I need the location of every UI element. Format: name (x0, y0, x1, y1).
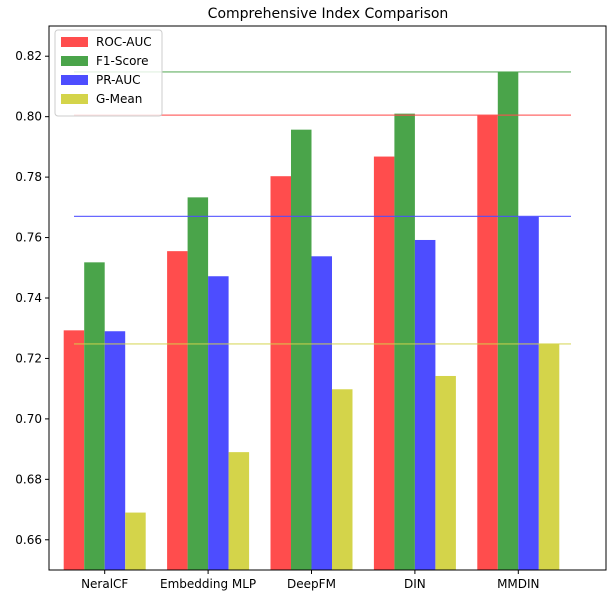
bar-roc-auc (477, 115, 498, 571)
legend-swatch (61, 94, 88, 104)
y-tick-label: 0.78 (15, 170, 42, 184)
y-tick-label: 0.70 (15, 412, 42, 426)
legend-label: ROC-AUC (96, 35, 152, 49)
x-tick-label: MMDIN (497, 577, 539, 591)
x-tick-label: Embedding MLP (160, 577, 256, 591)
bar-f1-score (497, 71, 519, 570)
y-tick-label: 0.82 (15, 49, 42, 63)
y-tick-label: 0.80 (15, 110, 42, 124)
legend-swatch (61, 56, 88, 66)
y-tick-label: 0.72 (15, 351, 42, 365)
plot-area: 0.66 0.68 0.70 0.72 0.74 0.76 0.78 0.80 0.82 Nera… (15, 25, 607, 591)
y-tick-label: 0.74 (15, 291, 42, 305)
legend-swatch (61, 37, 88, 47)
x-tick-label: NeralCF (81, 577, 128, 591)
bar-g-mean (538, 343, 560, 570)
x-tick-label: DIN (404, 577, 426, 591)
bar-roc-auc (167, 251, 188, 570)
bar-pr-auc (414, 239, 436, 570)
bar-pr-auc (104, 331, 126, 570)
y-tick-label: 0.68 (15, 472, 42, 486)
legend-label: F1-Score (96, 54, 148, 68)
bar-f1-score (84, 262, 105, 570)
bar-roc-auc (63, 330, 85, 570)
bar-f1-score (187, 197, 209, 571)
y-tick-label: 0.76 (15, 231, 42, 245)
y-tick-label: 0.66 (15, 533, 42, 547)
bar-g-mean (435, 375, 456, 570)
bar-roc-auc (270, 176, 291, 570)
bar-g-mean (332, 389, 353, 570)
bar-g-mean (125, 512, 146, 570)
x-tick-label: DeepFM (287, 577, 336, 591)
bar-pr-auc (208, 276, 229, 570)
bar-pr-auc (311, 256, 332, 570)
bar-pr-auc (518, 216, 539, 570)
bar-f1-score (291, 129, 312, 570)
bar-roc-auc (373, 156, 395, 570)
bar-g-mean (228, 452, 250, 570)
legend-label: PR-AUC (96, 73, 141, 87)
legend-label: G-Mean (96, 92, 142, 106)
bar-f1-score (394, 113, 415, 571)
legend-swatch (61, 75, 88, 85)
chart-title: Comprehensive Index Comparison (208, 6, 449, 22)
